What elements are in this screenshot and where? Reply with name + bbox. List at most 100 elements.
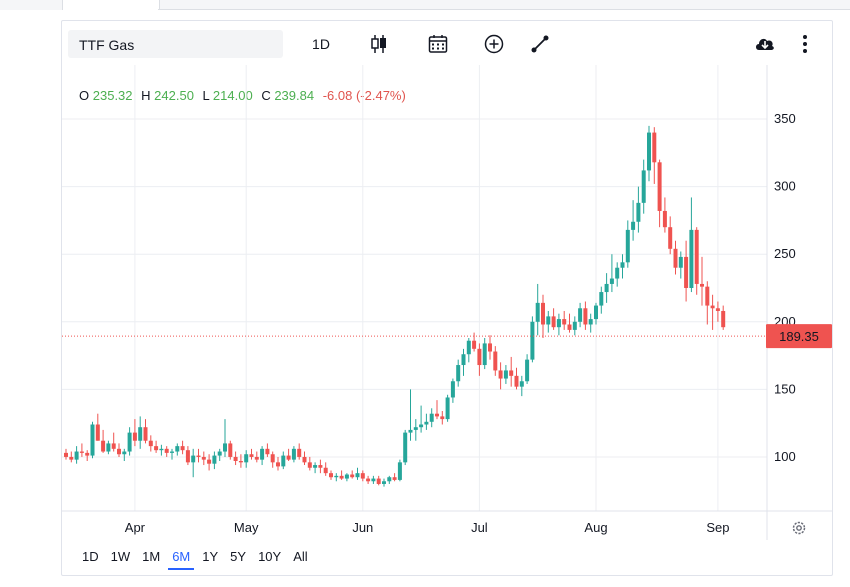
candle-body (413, 427, 418, 430)
low-label: L (202, 88, 210, 103)
candle-body (127, 432, 132, 452)
candle-body (302, 456, 307, 463)
symbol-search-box[interactable]: TTF Gas (68, 30, 283, 58)
candle (207, 454, 212, 471)
candle-body (260, 448, 265, 460)
candle-body (217, 451, 222, 456)
candlestick-icon[interactable] (368, 31, 390, 57)
candle (472, 332, 477, 352)
add-circle-icon[interactable] (483, 31, 505, 57)
candle (175, 443, 180, 456)
ohlc-legend: O 235.32 H 242.50 L 214.00 C 239.84 -6.0… (79, 88, 406, 103)
candle-body (535, 302, 540, 322)
candle (344, 473, 349, 482)
download-cloud-icon[interactable] (753, 31, 777, 57)
interval-button[interactable]: 1D (306, 31, 336, 57)
candle (662, 197, 667, 233)
high-value: 242.50 (154, 88, 194, 103)
candle (684, 240, 689, 302)
range-button-1m[interactable]: 1M (142, 549, 161, 564)
drawing-line-icon[interactable] (529, 31, 551, 57)
candle-body (164, 448, 169, 453)
candle-series (64, 125, 726, 487)
candle (382, 478, 386, 487)
range-button-6m[interactable]: 6M (166, 549, 196, 570)
candle-body (525, 359, 530, 382)
candle (413, 419, 418, 441)
candle (387, 475, 392, 484)
time-tick-label: Sep (706, 520, 729, 535)
candle-body (652, 132, 657, 163)
candle (641, 159, 646, 214)
candle-body (641, 170, 646, 203)
candle (101, 429, 106, 453)
candle-body (482, 343, 487, 366)
candle (366, 475, 371, 484)
candle-body (90, 424, 95, 456)
range-button-1y[interactable]: 1Y (202, 549, 219, 564)
candle (270, 451, 275, 468)
candle (132, 419, 137, 447)
candle-body (450, 381, 455, 398)
candle (74, 446, 79, 464)
range-button-5y[interactable]: 5Y (230, 549, 247, 564)
candle-body (355, 473, 360, 478)
candle (572, 316, 577, 336)
candle (403, 429, 408, 466)
range-button-10y[interactable]: 10Y (258, 549, 282, 564)
candle-body (132, 432, 137, 441)
candle (143, 419, 148, 444)
chart-widget (61, 20, 833, 576)
change-value: -6.08 (-2.47%) (322, 88, 406, 103)
candle-body (668, 227, 673, 249)
candle (546, 310, 551, 333)
last-price-tag (766, 324, 832, 349)
candle-body (567, 324, 572, 330)
candle-body (700, 283, 704, 287)
candle (265, 443, 270, 457)
candle (318, 459, 323, 474)
candle-body (281, 455, 286, 467)
time-tick-label: Jul (471, 520, 488, 535)
candle-body (79, 451, 84, 453)
candle (488, 335, 492, 360)
candle-body (689, 229, 694, 288)
calendar-icon[interactable] (427, 31, 449, 57)
candle-body (138, 427, 143, 441)
tab-divider (158, 9, 850, 10)
candle (281, 451, 286, 470)
time-tick-label: Apr (125, 520, 146, 535)
candle-body (74, 451, 79, 460)
candle (212, 451, 217, 470)
candle-body (541, 302, 545, 325)
range-button-all[interactable]: All (293, 549, 308, 564)
candle-body (238, 460, 243, 463)
browser-tab[interactable] (62, 0, 160, 10)
candle-body (424, 421, 429, 425)
candle-body (604, 283, 609, 293)
candle-body (514, 375, 519, 387)
candle (429, 408, 434, 428)
more-vertical-icon[interactable] (796, 31, 814, 57)
candle (69, 451, 74, 463)
candle-body (233, 456, 238, 461)
candle (721, 305, 726, 330)
candle (90, 421, 95, 459)
candle-body (276, 462, 280, 467)
candle (260, 446, 265, 466)
candle (201, 451, 206, 466)
candle-body (419, 424, 424, 428)
candle (482, 338, 487, 370)
price-tick-label: 300 (774, 179, 796, 194)
range-button-1d[interactable]: 1D (82, 549, 99, 564)
candle (334, 473, 339, 482)
candle-body (694, 229, 699, 284)
candle (652, 127, 657, 184)
range-button-1w[interactable]: 1W (110, 549, 131, 564)
candle (238, 454, 243, 468)
settings-gear-icon[interactable] (789, 515, 809, 541)
candle-body (350, 474, 355, 478)
candle-body (488, 343, 492, 352)
